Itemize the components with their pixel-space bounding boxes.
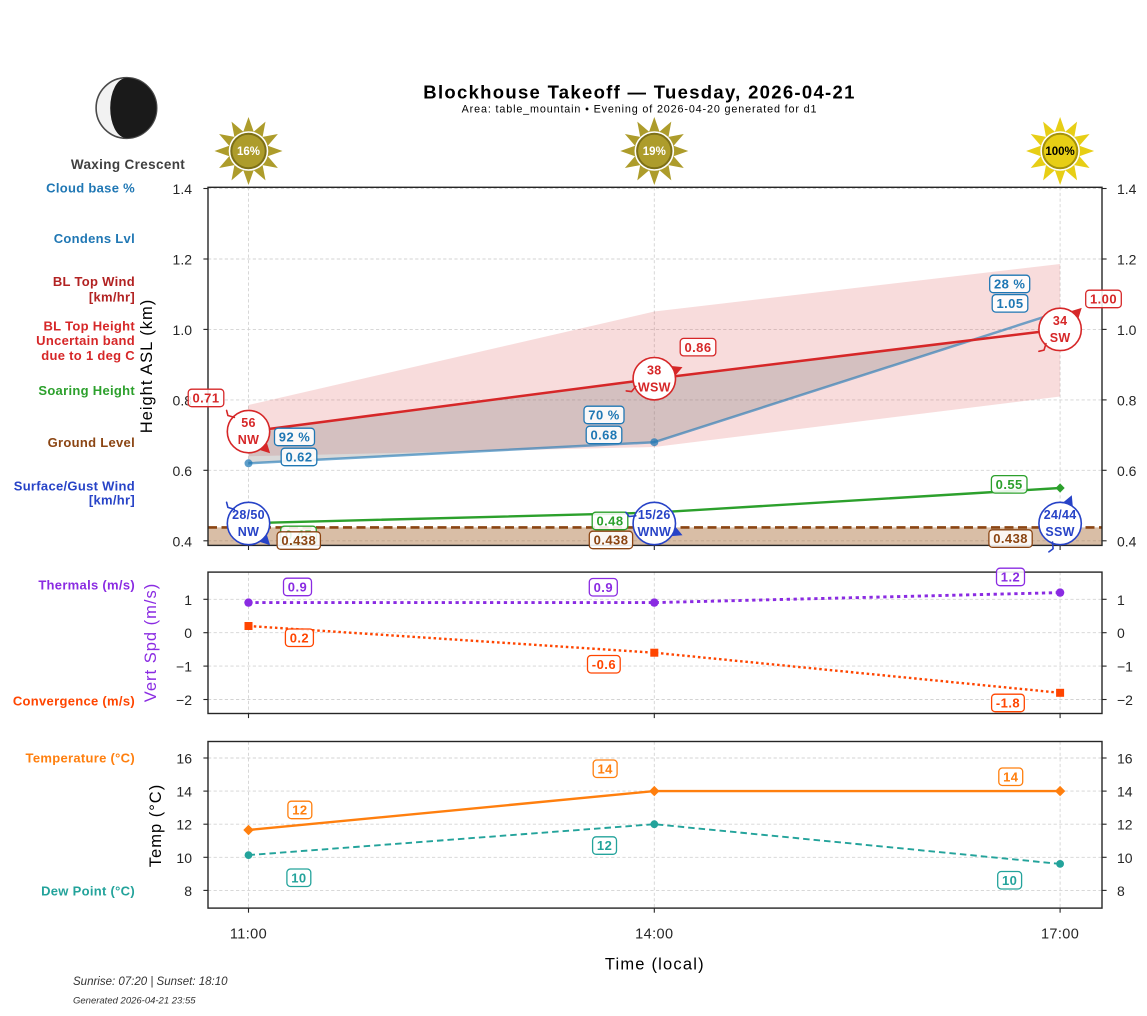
svg-text:Height ASL (km): Height ASL (km) xyxy=(138,299,156,434)
svg-text:0.8: 0.8 xyxy=(1117,392,1137,408)
svg-text:BL Top Height: BL Top Height xyxy=(43,318,135,333)
svg-text:1: 1 xyxy=(1117,592,1125,608)
svg-text:11:00: 11:00 xyxy=(230,927,267,943)
svg-text:Soaring Height: Soaring Height xyxy=(38,383,135,398)
svg-text:34: 34 xyxy=(1053,314,1068,328)
svg-text:8: 8 xyxy=(1117,883,1125,899)
svg-text:0: 0 xyxy=(1117,625,1125,641)
svg-text:14: 14 xyxy=(176,784,192,800)
svg-text:BL Top Wind: BL Top Wind xyxy=(53,274,135,289)
svg-text:1.2: 1.2 xyxy=(1001,570,1020,585)
svg-text:NW: NW xyxy=(238,433,259,447)
svg-text:12: 12 xyxy=(176,817,192,833)
svg-text:24/44: 24/44 xyxy=(1044,508,1077,522)
svg-text:1.2: 1.2 xyxy=(1117,252,1137,268)
svg-text:1: 1 xyxy=(184,592,192,608)
svg-text:0.4: 0.4 xyxy=(173,533,193,549)
svg-text:1.0: 1.0 xyxy=(173,322,193,338)
svg-text:Area: table_mountain • Evening: Area: table_mountain • Evening of 2026-0… xyxy=(462,104,818,116)
svg-text:WNW: WNW xyxy=(638,525,672,539)
svg-text:0.62: 0.62 xyxy=(285,450,312,465)
svg-text:1.05: 1.05 xyxy=(996,296,1023,311)
svg-text:Blockhouse Takeoff — Tuesday,: Blockhouse Takeoff — Tuesday, 2026-04-21 xyxy=(423,82,855,103)
svg-text:SSW: SSW xyxy=(1045,525,1074,539)
svg-text:70 %: 70 % xyxy=(588,408,619,423)
svg-text:due to 1 deg C: due to 1 deg C xyxy=(41,348,135,363)
svg-text:10: 10 xyxy=(1117,850,1133,866)
svg-text:19%: 19% xyxy=(643,146,666,158)
svg-text:−2: −2 xyxy=(1117,692,1133,708)
svg-text:14:00: 14:00 xyxy=(635,927,673,943)
svg-text:-1.8: -1.8 xyxy=(996,696,1020,711)
svg-text:12: 12 xyxy=(292,803,307,818)
svg-text:1.2: 1.2 xyxy=(173,252,193,268)
svg-text:Vert Spd (m/s): Vert Spd (m/s) xyxy=(142,583,160,702)
svg-text:[km/hr]: [km/hr] xyxy=(89,289,135,304)
svg-text:28 %: 28 % xyxy=(994,277,1025,292)
svg-text:38: 38 xyxy=(647,363,662,377)
svg-text:Condens Lvl: Condens Lvl xyxy=(54,231,135,246)
svg-text:14: 14 xyxy=(1117,784,1133,800)
svg-text:12: 12 xyxy=(597,838,612,853)
svg-text:−1: −1 xyxy=(176,659,192,675)
svg-text:Cloud base %: Cloud base % xyxy=(46,181,135,196)
svg-text:Temp (°C): Temp (°C) xyxy=(147,784,165,867)
svg-text:8: 8 xyxy=(184,883,192,899)
svg-text:Generated 2026-04-21 23:55: Generated 2026-04-21 23:55 xyxy=(73,996,196,1007)
svg-text:0.86: 0.86 xyxy=(684,340,711,355)
svg-text:14: 14 xyxy=(598,761,614,776)
svg-text:WSW: WSW xyxy=(638,380,671,394)
svg-text:Uncertain band: Uncertain band xyxy=(36,333,135,348)
svg-text:Ground Level: Ground Level xyxy=(48,435,135,450)
svg-text:56: 56 xyxy=(241,416,256,430)
svg-text:SW: SW xyxy=(1050,331,1071,345)
svg-text:14: 14 xyxy=(1003,769,1019,784)
svg-text:0.438: 0.438 xyxy=(594,533,629,548)
svg-text:0.4: 0.4 xyxy=(1117,533,1137,549)
svg-text:17:00: 17:00 xyxy=(1041,927,1079,943)
svg-text:0.438: 0.438 xyxy=(993,531,1028,546)
svg-text:0.68: 0.68 xyxy=(590,428,617,443)
svg-text:16%: 16% xyxy=(237,146,260,158)
svg-text:0.48: 0.48 xyxy=(596,514,623,529)
svg-text:Time (local): Time (local) xyxy=(605,956,705,974)
svg-text:15/26: 15/26 xyxy=(638,508,671,522)
svg-text:Sunrise: 07:20 | Sunset: 18:10: Sunrise: 07:20 | Sunset: 18:10 xyxy=(73,976,228,988)
svg-text:0.55: 0.55 xyxy=(996,477,1023,492)
svg-text:Temperature (°C): Temperature (°C) xyxy=(26,751,135,766)
svg-text:1.4: 1.4 xyxy=(173,181,193,197)
svg-text:-0.6: -0.6 xyxy=(592,657,616,672)
svg-text:[km/hr]: [km/hr] xyxy=(89,493,135,508)
svg-text:Dew Point (°C): Dew Point (°C) xyxy=(41,884,135,899)
svg-text:Thermals (m/s): Thermals (m/s) xyxy=(38,578,135,593)
svg-text:0.438: 0.438 xyxy=(281,533,316,548)
svg-text:10: 10 xyxy=(291,870,306,885)
svg-text:0.9: 0.9 xyxy=(594,580,613,595)
svg-text:Waxing Crescent: Waxing Crescent xyxy=(71,157,185,172)
svg-text:1.4: 1.4 xyxy=(1117,181,1137,197)
svg-text:12: 12 xyxy=(1117,817,1133,833)
svg-text:−2: −2 xyxy=(176,692,192,708)
svg-text:0.9: 0.9 xyxy=(288,580,307,595)
svg-text:10: 10 xyxy=(176,850,192,866)
svg-text:0.8: 0.8 xyxy=(173,392,193,408)
svg-text:0.2: 0.2 xyxy=(290,630,309,645)
svg-text:100%: 100% xyxy=(1045,146,1074,158)
svg-text:16: 16 xyxy=(176,751,192,767)
svg-text:1.00: 1.00 xyxy=(1090,292,1117,307)
svg-text:16: 16 xyxy=(1117,751,1133,767)
svg-text:1.0: 1.0 xyxy=(1117,322,1137,338)
svg-text:0: 0 xyxy=(184,625,192,641)
svg-text:Surface/Gust Wind: Surface/Gust Wind xyxy=(14,479,135,494)
svg-text:0.6: 0.6 xyxy=(173,463,193,479)
svg-text:0.6: 0.6 xyxy=(1117,463,1137,479)
svg-text:10: 10 xyxy=(1002,873,1017,888)
svg-text:28/50: 28/50 xyxy=(232,508,265,522)
svg-text:92 %: 92 % xyxy=(279,430,310,445)
svg-text:NW: NW xyxy=(238,525,259,539)
svg-text:0.71: 0.71 xyxy=(192,391,219,406)
svg-text:−1: −1 xyxy=(1117,659,1133,675)
svg-text:Convergence (m/s): Convergence (m/s) xyxy=(13,694,135,709)
